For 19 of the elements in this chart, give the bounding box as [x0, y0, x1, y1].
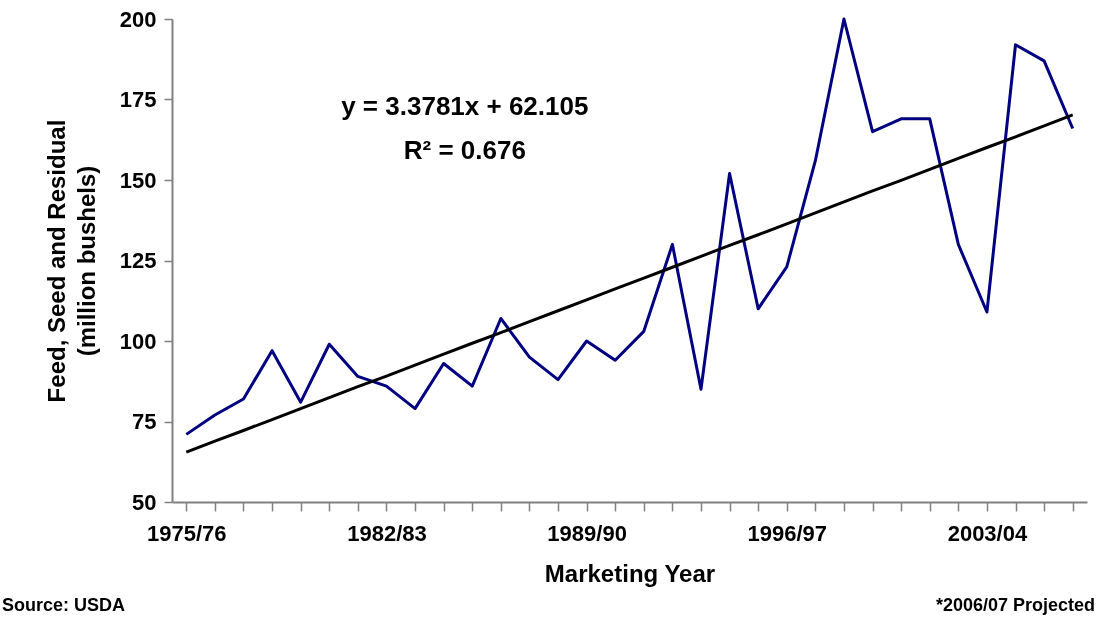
text: *2006/07 Projected — [935, 595, 1095, 615]
annotation: R² = 0.676 — [403, 135, 526, 165]
y-tick-label: 150 — [119, 167, 157, 193]
source-note: Source: USDA — [2, 595, 126, 615]
x-tick-label: 1996/97 — [747, 520, 828, 546]
y-axis-title: Feed, Seed and Residual (million bushels) — [42, 119, 100, 403]
y-tick-label: 100 — [119, 328, 157, 354]
y-tick-label: 175 — [119, 87, 157, 112]
x-tick-label: 1989/90 — [547, 520, 627, 546]
annotation: y = 3.3781x + 62.105 — [341, 91, 589, 121]
x-axis-title: Marketing Year — [544, 559, 716, 587]
y-tick-label: 125 — [119, 248, 157, 273]
y-tick-label: 75 — [132, 409, 157, 434]
y-tick-label: 50 — [132, 489, 157, 515]
line-series — [184, 17, 1075, 436]
x-tick-label: 2003/04 — [947, 520, 1028, 546]
x-tick-label: 1975/76 — [147, 520, 227, 546]
x-tick-label: 1982/83 — [347, 520, 427, 546]
y-tick-label: 200 — [119, 6, 157, 32]
